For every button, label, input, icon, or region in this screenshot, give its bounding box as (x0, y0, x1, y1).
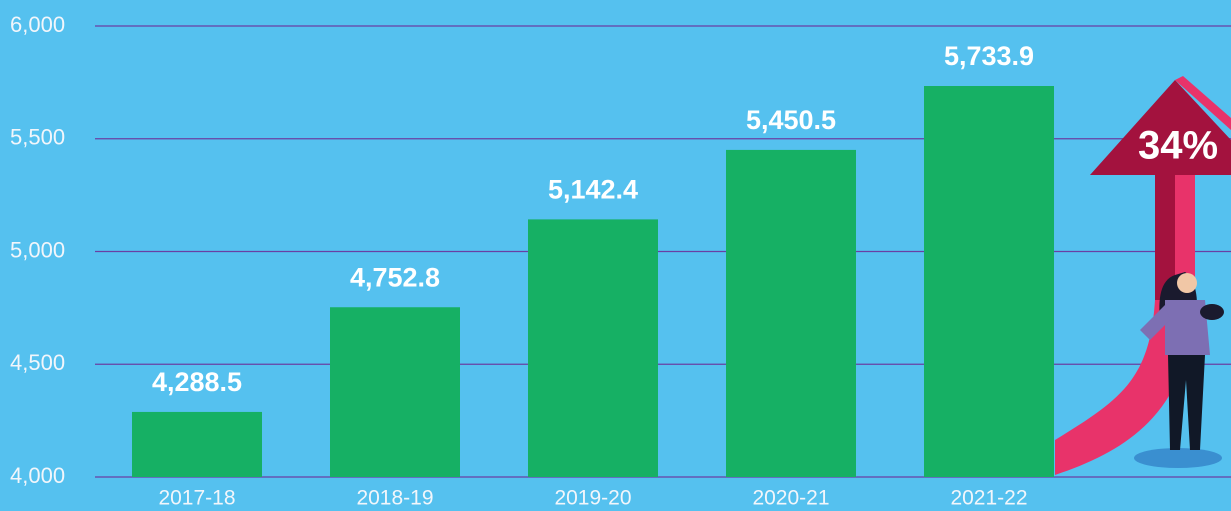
x-tick-label: 2017-18 (158, 487, 235, 510)
value-label: 5,142.4 (548, 175, 638, 205)
value-label: 5,450.5 (746, 105, 836, 135)
x-tick-label: 2021-22 (950, 487, 1027, 510)
bar (528, 219, 658, 477)
bar (726, 150, 856, 477)
growth-label: 34% (1138, 124, 1218, 168)
y-tick-label: 5,000 (10, 237, 65, 262)
x-tick-label: 2020-21 (752, 487, 829, 510)
bar (132, 412, 262, 477)
value-label: 4,752.8 (350, 262, 440, 292)
x-tick-label: 2018-19 (356, 487, 433, 510)
value-label: 5,733.9 (944, 41, 1034, 71)
bar (924, 86, 1054, 477)
x-tick-label: 2019-20 (554, 487, 631, 510)
chart: 4,000 4,500 5,000 5,500 6,000 2017-18 4,288.5 2… (0, 0, 1231, 511)
value-label: 4,288.5 (152, 367, 242, 397)
violin (1200, 304, 1224, 320)
y-tick-label: 4,000 (10, 463, 65, 488)
y-tick-label: 6,000 (10, 12, 65, 37)
face (1177, 273, 1197, 293)
bar (330, 307, 460, 477)
shadow (1134, 448, 1222, 468)
y-tick-label: 4,500 (10, 350, 65, 375)
y-tick-label: 5,500 (10, 125, 65, 150)
